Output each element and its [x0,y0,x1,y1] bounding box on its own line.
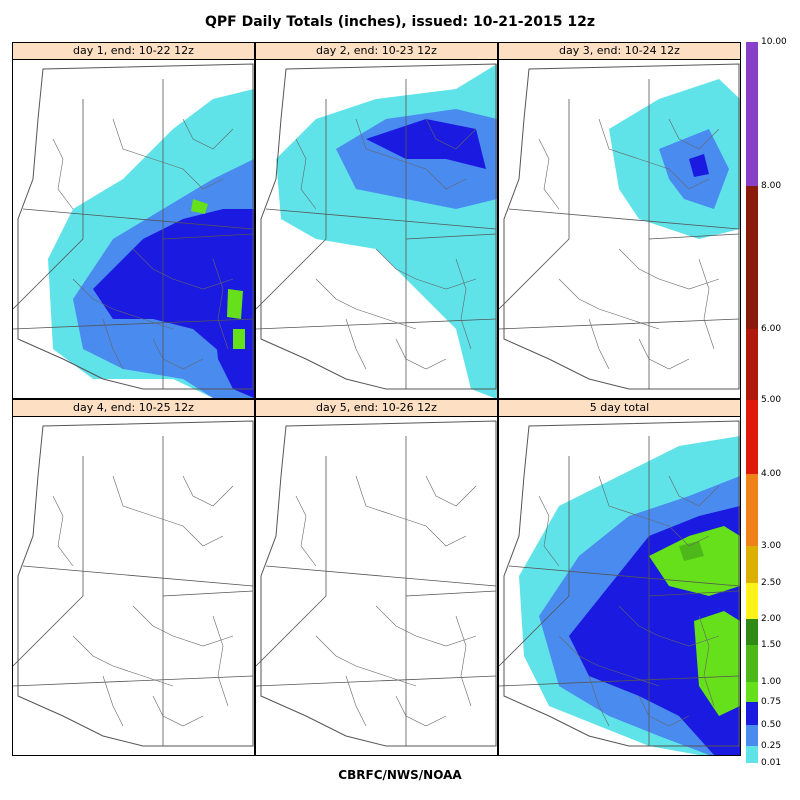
legend-bin [746,746,758,763]
legend-bin [746,702,758,725]
footer-credit: CBRFC/NWS/NOAA [338,768,462,782]
precip-area [227,289,243,319]
legend-tick-label: 8.00 [761,181,782,191]
legend-tick-label: 0.75 [761,697,782,707]
forecast-panel: 5 day total [498,399,741,756]
panel-map [13,420,254,747]
legend-tick-label: 4.00 [761,469,782,479]
legend-bin [746,583,758,619]
legend-bin [746,474,758,546]
precip-area [191,199,208,214]
legend-bin [746,400,758,474]
panel-map [13,63,254,398]
legend-tick-label: 0.01 [761,758,782,768]
panel-header: day 3, end: 10-24 12z [499,43,740,60]
map-title: QPF Daily Totals (inches), issued: 10-21… [204,14,596,30]
legend-tick-label: 2.50 [761,578,782,588]
precip-area [649,526,740,596]
panel-header: day 1, end: 10-22 12z [13,43,254,60]
precip-area [679,541,704,561]
legend-tick-label: 5.00 [761,395,782,405]
precip-area [233,329,245,349]
legend-bin [746,619,758,645]
legend-bin [746,645,758,682]
legend-tick-label: 3.00 [761,541,782,551]
legend-tick-label: 0.25 [761,741,782,751]
forecast-panel: day 3, end: 10-24 12z [498,42,741,399]
forecast-panel: day 5, end: 10-26 12z [255,399,498,756]
panel-map [499,420,740,755]
legend-bin [746,42,758,186]
forecast-panel: day 4, end: 10-25 12z [12,399,255,756]
legend-colorbar [746,42,758,763]
forecast-panel: day 2, end: 10-23 12z [255,42,498,399]
basemap-outline [256,420,497,747]
precip-area [366,119,486,169]
legend-tick-label: 10.00 [761,37,787,47]
legend-bin [746,546,758,583]
legend-tick-label: 1.50 [761,640,782,650]
precip-area [93,209,254,359]
legend-tick-label: 1.00 [761,677,782,687]
panel-header: day 5, end: 10-26 12z [256,400,497,417]
precip-area [689,154,709,177]
precip-area [694,611,740,716]
panel-header: 5 day total [499,400,740,417]
panel-map [256,63,497,398]
legend-tick-label: 2.00 [761,614,782,624]
forecast-panel: day 1, end: 10-22 12z [12,42,255,399]
panel-header: day 2, end: 10-23 12z [256,43,497,60]
legend-bin [746,329,758,400]
panel-map [256,420,497,747]
legend-bin [746,682,758,702]
legend-tick-label: 0.50 [761,720,782,730]
legend-bin [746,725,758,746]
legend-tick-label: 6.00 [761,324,782,334]
basemap-outline [13,420,254,747]
panel-header: day 4, end: 10-25 12z [13,400,254,417]
legend-bin [746,186,758,329]
panel-map [499,63,740,390]
